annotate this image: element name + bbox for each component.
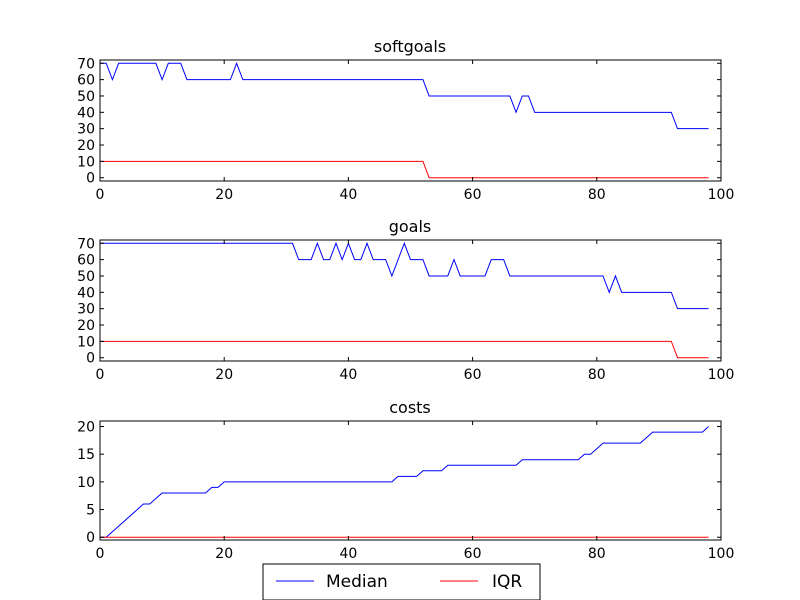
legend-label-median: Median: [326, 572, 388, 592]
y-tick-label: 50: [77, 269, 95, 285]
series-line-iqr: [100, 160, 709, 179]
y-tick-label: 60: [77, 253, 95, 269]
y-tick-label: 20: [77, 318, 95, 334]
x-tick-label: 60: [464, 546, 482, 562]
x-tick-label: 100: [708, 367, 735, 383]
y-tick-label: 40: [77, 105, 95, 121]
x-tick-label: 40: [339, 546, 357, 562]
y-tick-label: 0: [86, 530, 95, 546]
y-tick-label: 70: [77, 236, 95, 252]
x-tick-label: 80: [588, 546, 606, 562]
plot-frame: [99, 420, 722, 541]
x-tick-label: 80: [588, 367, 606, 383]
legend-frame: [262, 563, 541, 600]
series-line-median: [100, 241, 709, 310]
series-line-iqr: [100, 340, 709, 359]
x-tick-label: 0: [96, 187, 105, 203]
y-tick-label: 0: [86, 351, 95, 367]
x-tick-label: 80: [588, 187, 606, 203]
plot-frame: [99, 59, 722, 182]
y-tick-label: 30: [77, 122, 95, 138]
x-tick-label: 100: [708, 187, 735, 203]
x-tick-label: 60: [464, 367, 482, 383]
y-tick-label: 0: [86, 171, 95, 187]
x-tick-label: 20: [215, 367, 233, 383]
x-tick-label: 0: [96, 546, 105, 562]
y-tick-label: 20: [77, 138, 95, 154]
subplot-costs: costs 0 20 40 60 80 100 0 5 10 15 20: [77, 398, 734, 562]
y-tick-label: 10: [77, 334, 95, 350]
legend: Median IQR: [262, 563, 541, 600]
chart-title: costs: [389, 398, 431, 417]
chart-title: goals: [389, 217, 432, 236]
x-tick-label: 20: [215, 187, 233, 203]
plot-frame: [99, 239, 722, 362]
y-tick-label: 20: [77, 420, 95, 436]
y-tick-label: 70: [77, 56, 95, 72]
y-tick-label: 5: [86, 503, 95, 519]
chart-title: softgoals: [374, 37, 446, 56]
legend-label-iqr: IQR: [492, 572, 522, 592]
x-tick-label: 100: [708, 546, 735, 562]
y-tick-label: 10: [77, 154, 95, 170]
y-tick-label: 15: [77, 447, 95, 463]
y-tick-label: 30: [77, 302, 95, 318]
y-tick-label: 40: [77, 285, 95, 301]
series-line-median: [100, 61, 709, 130]
x-tick-label: 40: [339, 367, 357, 383]
series-line-median: [100, 426, 709, 538]
y-tick-label: 10: [77, 475, 95, 491]
x-tick-label: 0: [96, 367, 105, 383]
x-tick-label: 40: [339, 187, 357, 203]
y-tick-label: 60: [77, 73, 95, 89]
x-tick-label: 60: [464, 187, 482, 203]
y-tick-label: 50: [77, 89, 95, 105]
x-tick-label: 20: [215, 546, 233, 562]
